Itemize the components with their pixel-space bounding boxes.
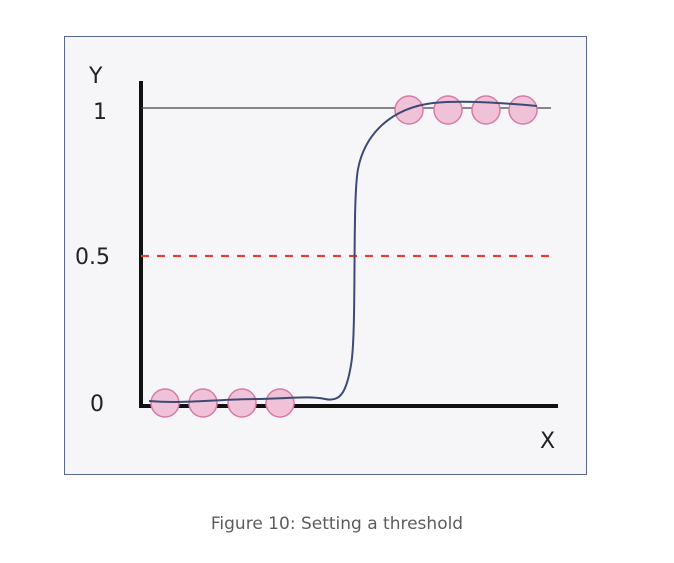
- data-point-class-1: [433, 95, 463, 125]
- sigmoid-threshold-diagram: Y 1 0.5 0 X: [75, 64, 558, 454]
- data-point-class-0: [150, 388, 180, 418]
- data-point-class-1: [508, 95, 538, 125]
- data-point-class-0: [188, 388, 218, 418]
- tick-label-middle: 0.5: [75, 245, 110, 270]
- data-point-class-0: [227, 388, 257, 418]
- x-axis-label: X: [540, 429, 555, 454]
- data-point-class-1: [471, 95, 501, 125]
- tick-label-bottom: 0: [90, 392, 104, 417]
- y-axis-label: Y: [88, 64, 103, 89]
- figure-frame: Y 1 0.5 0 X: [64, 36, 587, 475]
- data-point-class-0: [265, 388, 295, 418]
- tick-label-top: 1: [93, 100, 107, 125]
- data-point-class-1: [394, 95, 424, 125]
- sigmoid-curve: [148, 100, 538, 403]
- figure-caption: Figure 10: Setting a threshold: [210, 514, 464, 534]
